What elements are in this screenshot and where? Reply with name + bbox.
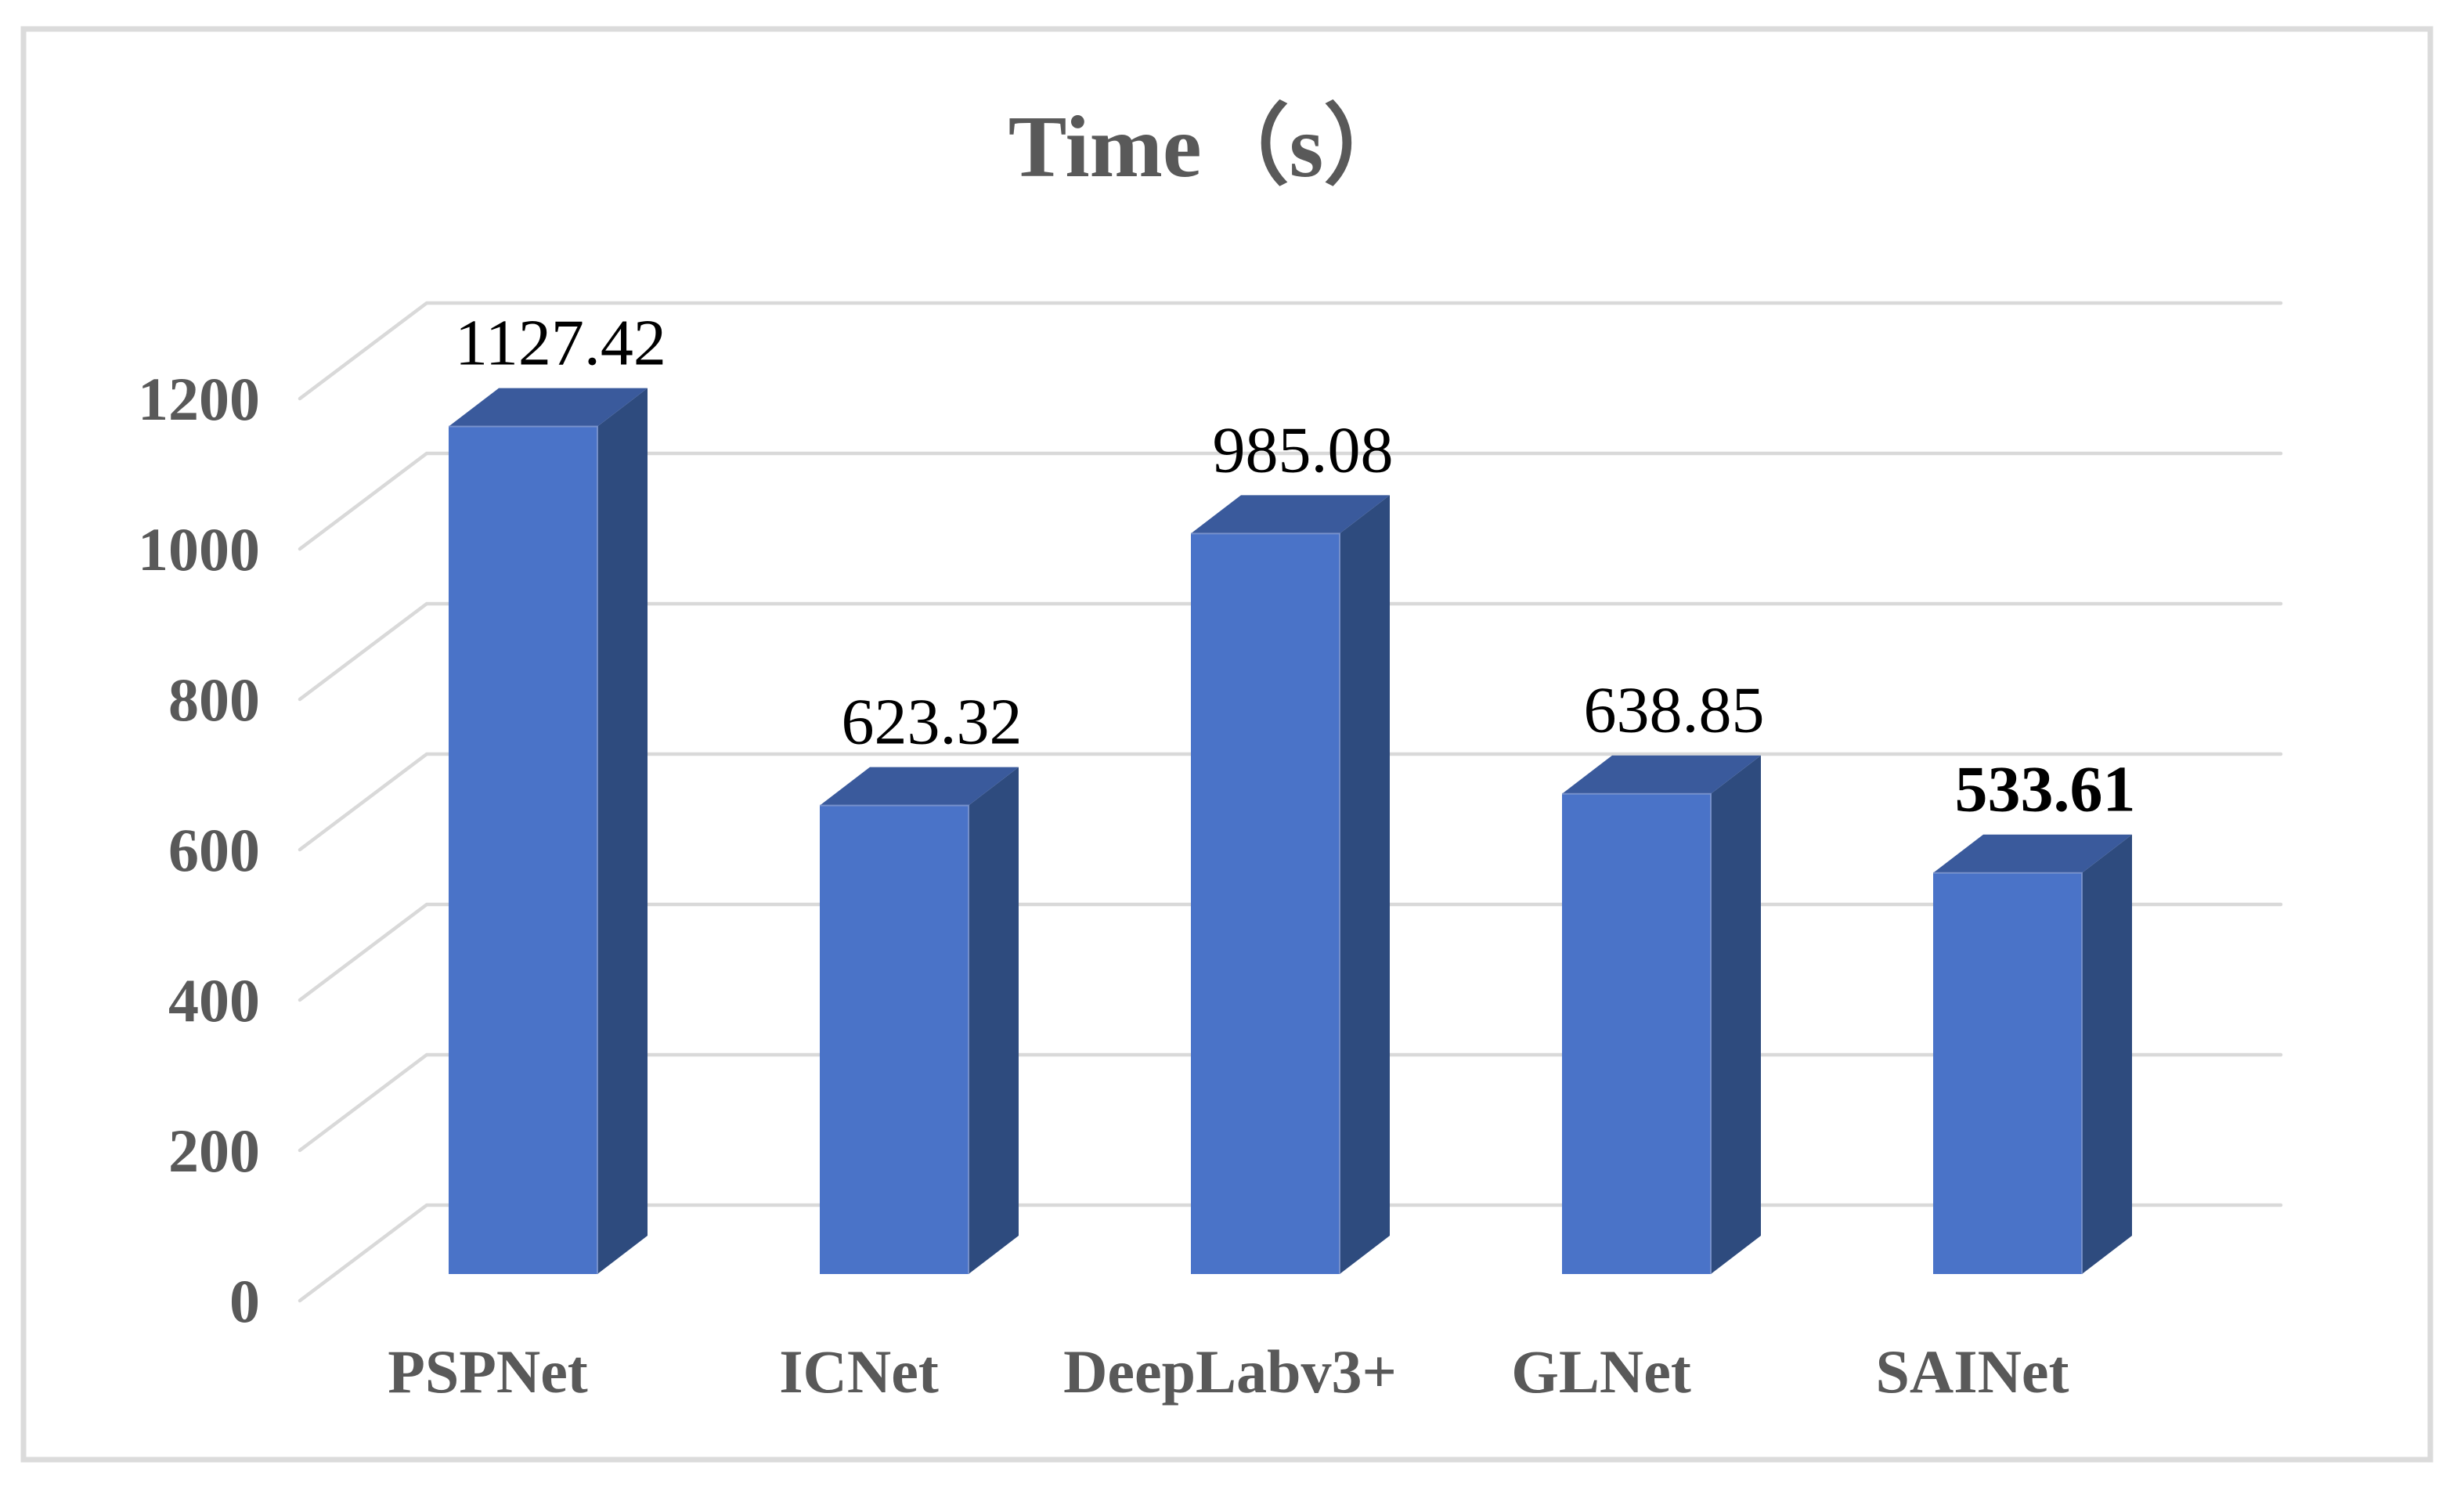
x-category-label: GLNet <box>1511 1337 1691 1406</box>
bar-top-face <box>1933 834 2132 873</box>
data-label: 623.32 <box>842 686 1023 759</box>
bar-top-face <box>820 767 1019 806</box>
x-axis-category-labels: PSPNet ICNet DeepLabv3+ GLNet SAINet <box>388 1337 2069 1406</box>
bar-PSPNet <box>449 388 648 1275</box>
y-tick-label: 600 <box>168 816 260 884</box>
bar-edge-highlight <box>1562 792 1712 1274</box>
bar-side-face <box>597 388 648 1275</box>
data-label: 533.61 <box>1955 753 2136 826</box>
bar-front-face <box>1933 872 2082 1274</box>
gridline <box>298 601 2283 702</box>
data-labels-group: 1127.42 623.32 985.08 638.85 533.61 <box>455 307 2135 826</box>
bar-edge-highlight <box>1191 532 1340 1274</box>
bar-GLNet <box>1562 755 1761 1274</box>
x-category-label: ICNet <box>779 1337 939 1406</box>
y-tick-label: 200 <box>168 1117 260 1185</box>
chart-title: Time（s） <box>1008 99 1411 196</box>
gridline <box>298 752 2283 852</box>
bar-edge-highlight <box>449 425 598 1274</box>
gridline <box>298 301 2283 401</box>
data-label: 638.85 <box>1584 674 1765 747</box>
x-category-label: DeepLabv3+ <box>1063 1337 1397 1406</box>
x-category-label: PSPNet <box>388 1337 588 1406</box>
y-tick-label: 400 <box>168 966 260 1034</box>
bar-front-face <box>820 805 969 1274</box>
bar-top-face <box>449 388 648 427</box>
gridline <box>298 451 2283 551</box>
data-label: 985.08 <box>1213 413 1394 486</box>
bar-SAINet <box>1933 834 2132 1274</box>
bar-top-face <box>1191 495 1390 534</box>
bar-edge-highlight <box>1933 872 2083 1274</box>
bar-front-face <box>1191 533 1340 1274</box>
bar-front-face <box>449 426 597 1275</box>
bar-top-face <box>1562 755 1761 794</box>
bar-side-face <box>2082 834 2132 1274</box>
bar-side-face <box>969 767 1019 1274</box>
bar-ICNet <box>820 767 1019 1274</box>
bar-side-face <box>1711 755 1761 1274</box>
y-tick-label: 1000 <box>138 515 260 583</box>
y-tick-label: 0 <box>229 1267 260 1335</box>
bar-edge-highlight <box>820 804 969 1274</box>
y-axis-tick-labels: 0 200 400 600 800 1000 1200 <box>138 365 260 1335</box>
bar-series-group <box>449 388 2132 1275</box>
bar-front-face <box>1562 793 1711 1274</box>
x-category-label: SAINet <box>1876 1337 2069 1406</box>
y-tick-label: 800 <box>168 666 260 734</box>
y-tick-label: 1200 <box>138 365 260 433</box>
bar-side-face <box>1340 495 1390 1274</box>
data-label: 1127.42 <box>455 307 666 380</box>
bar-DeepLabv3+ <box>1191 495 1390 1274</box>
